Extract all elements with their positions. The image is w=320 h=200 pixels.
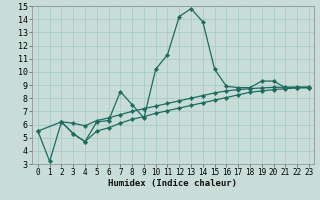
X-axis label: Humidex (Indice chaleur): Humidex (Indice chaleur) (108, 179, 237, 188)
